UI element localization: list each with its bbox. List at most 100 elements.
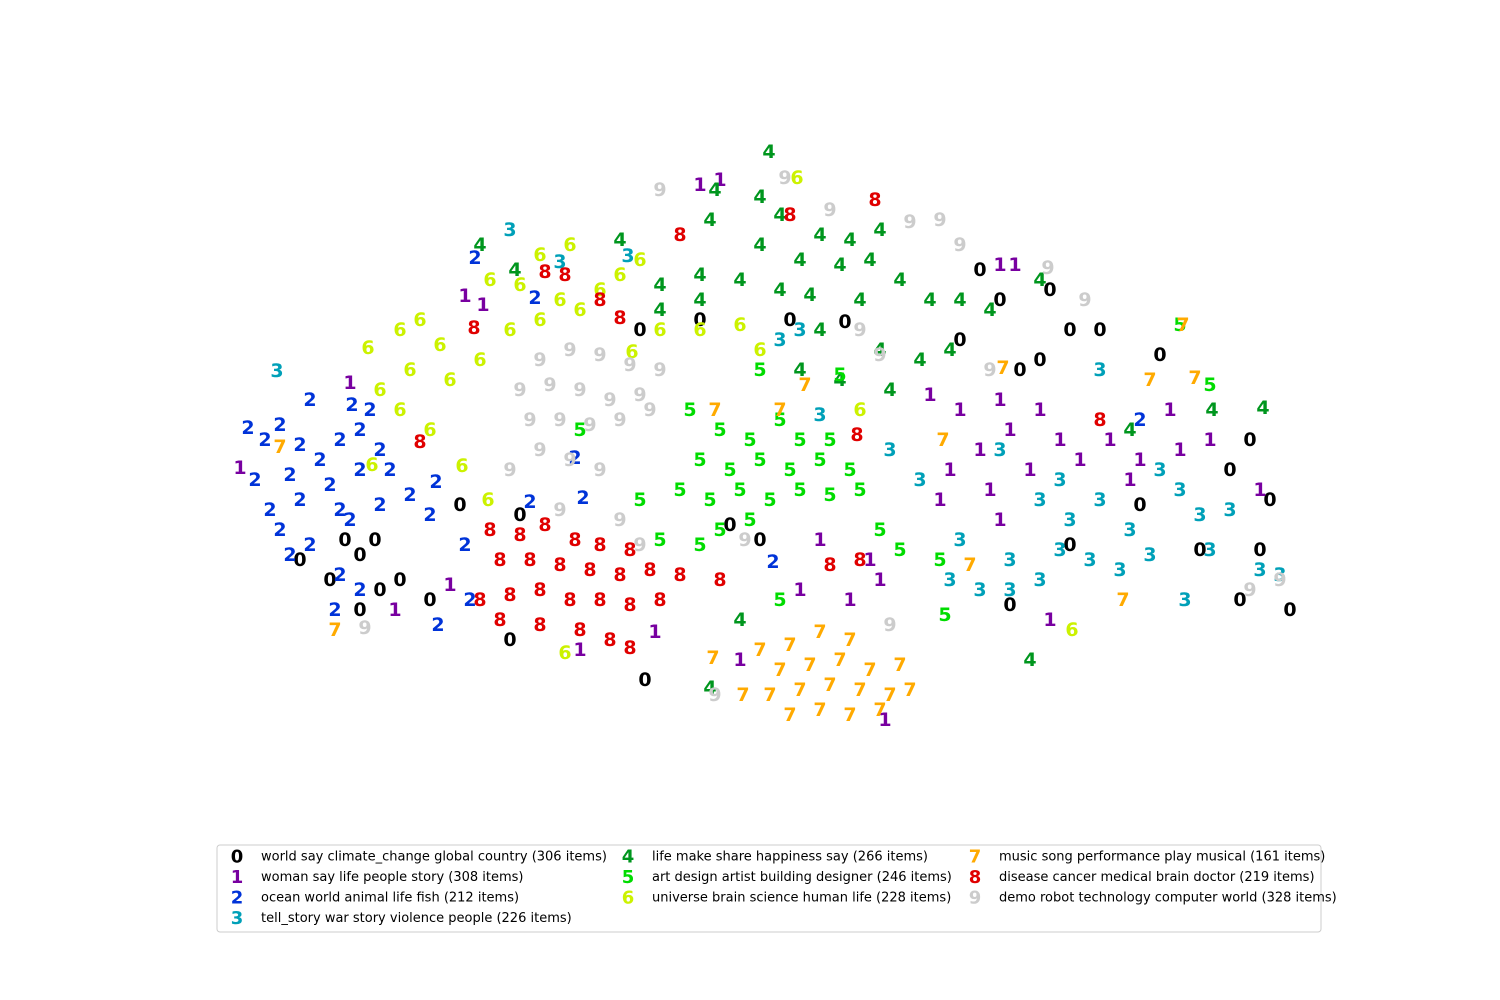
point: 1	[923, 384, 936, 406]
point: 7	[823, 674, 836, 696]
point: 2	[431, 614, 444, 636]
point: 8	[623, 594, 636, 616]
point: 5	[833, 364, 846, 386]
point: 3	[553, 251, 566, 273]
point: 7	[843, 629, 856, 651]
point: 6	[473, 349, 486, 371]
point: 3	[1113, 559, 1126, 581]
point: 3	[1203, 539, 1216, 561]
point: 4	[813, 224, 826, 246]
point: 1	[713, 169, 726, 191]
point: 6	[373, 379, 386, 401]
point: 9	[708, 684, 721, 706]
point: 8	[568, 529, 581, 551]
point: 9	[623, 354, 636, 376]
point: 0	[1033, 349, 1046, 371]
point: 2	[343, 509, 356, 531]
point: 1	[693, 174, 706, 196]
point: 4	[753, 186, 766, 208]
point: 2	[458, 534, 471, 556]
point: 3	[1173, 479, 1186, 501]
point: 3	[1193, 504, 1206, 526]
point: 2	[576, 487, 589, 509]
point: 6	[481, 489, 494, 511]
point: 1	[1073, 449, 1086, 471]
point: 3	[1033, 569, 1046, 591]
point: 8	[413, 431, 426, 453]
point: 4	[813, 319, 826, 341]
point: 2	[403, 484, 416, 506]
point: 7	[1143, 369, 1156, 391]
point: 8	[558, 264, 571, 286]
point: 6	[423, 419, 436, 441]
point: 3	[270, 360, 283, 382]
point: 0	[423, 589, 436, 611]
point: 2	[258, 429, 271, 451]
point: 5	[773, 589, 786, 611]
point: 7	[963, 554, 976, 576]
point: 9	[633, 534, 646, 556]
point: 8	[593, 589, 606, 611]
point: 9	[513, 379, 526, 401]
point: 8	[538, 514, 551, 536]
point: 3	[1253, 559, 1266, 581]
point: 3	[793, 319, 806, 341]
legend-label: art design artist building designer (246…	[652, 870, 952, 885]
point: 8	[553, 554, 566, 576]
point: 5	[933, 549, 946, 571]
point: 9	[543, 374, 556, 396]
point: 5	[813, 449, 826, 471]
point: 1	[878, 709, 891, 731]
point: 0	[368, 529, 381, 551]
legend-label: tell_story war story violence people (22…	[261, 911, 572, 926]
point: 8	[593, 289, 606, 311]
point: 1	[648, 621, 661, 643]
point: 9	[1041, 257, 1054, 279]
point: 9	[358, 617, 371, 639]
point: 9	[613, 409, 626, 431]
point: 5	[753, 359, 766, 381]
point: 2	[323, 474, 336, 496]
point: 0	[1133, 494, 1146, 516]
point: 8	[1093, 409, 1106, 431]
point: 5	[673, 479, 686, 501]
point: 4	[1205, 399, 1218, 421]
point: 3	[1033, 489, 1046, 511]
point: 0	[1223, 459, 1236, 481]
point: 6	[558, 642, 571, 664]
point: 8	[623, 637, 636, 659]
point: 9	[563, 339, 576, 361]
point: 9	[593, 344, 606, 366]
point: 4	[473, 234, 486, 256]
point: 9	[553, 409, 566, 431]
point: 4	[653, 299, 666, 321]
point: 0	[1013, 359, 1026, 381]
point: 3	[1093, 489, 1106, 511]
point: 7	[936, 429, 949, 451]
point: 3	[813, 404, 826, 426]
point: 5	[633, 489, 646, 511]
point: 1	[573, 639, 586, 661]
point: 8	[853, 549, 866, 571]
point: 5	[873, 519, 886, 541]
legend-label: ocean world animal life fish (212 items)	[261, 891, 519, 906]
point: 3	[953, 529, 966, 551]
point: 2	[429, 471, 442, 493]
point: 0	[633, 319, 646, 341]
point: 2	[241, 417, 254, 439]
point: 9	[1078, 289, 1091, 311]
point: 5	[793, 479, 806, 501]
point: 1	[943, 459, 956, 481]
point: 0	[723, 514, 736, 536]
point: 9	[593, 459, 606, 481]
point: 3	[1143, 544, 1156, 566]
point: 0	[693, 309, 706, 331]
point: 0	[513, 504, 526, 526]
point: 3	[1123, 519, 1136, 541]
point: 4	[913, 349, 926, 371]
point: 2	[273, 519, 286, 541]
point: 8	[593, 534, 606, 556]
point: 5	[773, 409, 786, 431]
legend-marker: 7	[969, 847, 982, 868]
point: 3	[1223, 499, 1236, 521]
